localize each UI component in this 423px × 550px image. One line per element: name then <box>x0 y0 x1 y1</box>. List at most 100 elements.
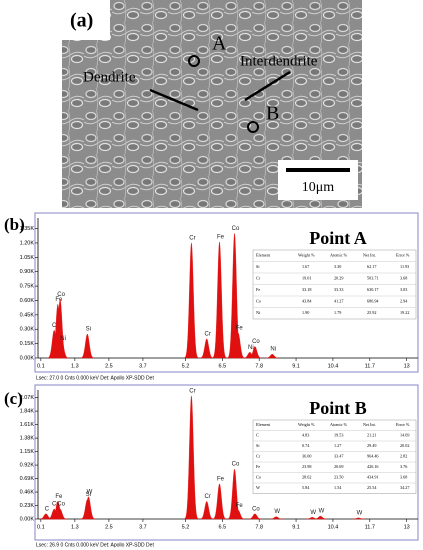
table-header: Element <box>256 422 271 427</box>
table-cell: Cr <box>256 454 261 459</box>
table-cell: 20.69 <box>334 464 343 469</box>
peak-label: Si <box>86 327 91 333</box>
peak <box>231 332 246 359</box>
table-cell: 34.27 <box>400 485 409 490</box>
x-tick-label: 10.4 <box>328 363 339 369</box>
table-cell: 19.01 <box>302 276 311 281</box>
table-cell: 686.94 <box>367 299 379 304</box>
table-cell: Co <box>256 299 261 304</box>
panel-label: (a) <box>70 10 93 32</box>
peak-label: Ni <box>60 336 66 342</box>
spectrum-panel: (c) 0.00K 0.23K 0.46K 0.69K 0.92K 1.15K 1.38K 1.… <box>4 384 419 548</box>
x-tick-label: 13 <box>404 524 410 530</box>
table-cell: W <box>256 485 260 490</box>
table-cell: 503.71 <box>367 276 379 281</box>
table-cell: 41.27 <box>334 299 343 304</box>
x-tick-label: 13 <box>404 363 410 369</box>
table-cell: Si <box>256 443 260 448</box>
table-cell: 33.18 <box>302 287 311 292</box>
table-cell: 3.76 <box>400 464 407 469</box>
peak-label: Ni <box>248 345 254 351</box>
peak <box>53 508 68 520</box>
y-tick-label: 1.38K <box>20 436 35 442</box>
y-tick-label: 1.61K <box>20 422 35 428</box>
marker <box>247 121 259 133</box>
peak-label: W <box>310 510 316 516</box>
peak-label: W <box>87 489 93 495</box>
y-tick-label: 2.07K <box>20 395 35 401</box>
peak-label: Co <box>232 462 240 468</box>
point-label: B <box>266 103 279 125</box>
table-cell: Co <box>256 475 261 480</box>
peak-label: Co <box>232 226 240 232</box>
x-tick-label: 7.8 <box>255 363 263 369</box>
peak-label: Fe <box>236 326 244 332</box>
peak <box>351 517 366 520</box>
y-tick-label: 0.75K <box>20 284 35 290</box>
peak-label: Fe <box>55 494 63 500</box>
table-cell: 19.53 <box>334 433 343 438</box>
plot-frame <box>34 212 419 373</box>
table-cell: C <box>256 433 259 438</box>
peak <box>231 510 246 520</box>
table-header: Weight % <box>298 253 315 258</box>
peak-label: Si <box>86 492 91 498</box>
peak-label: Co <box>252 506 260 512</box>
marker <box>188 55 200 67</box>
peak-label: Cr <box>52 502 58 508</box>
peak <box>55 343 70 359</box>
y-tick-label: 0.23K <box>20 503 35 509</box>
table-cell: 3.03 <box>400 287 407 292</box>
arrow <box>149 88 199 112</box>
plot-frame <box>34 384 419 541</box>
table-header: Error % <box>396 253 410 258</box>
spectrum-panel: (b) 0.00K 0.15K 0.30K 0.45K 0.60K 0.75K 0.90K 1.… <box>4 212 419 381</box>
peak-label: W <box>274 509 280 515</box>
y-tick-label: 0.69K <box>20 476 35 482</box>
table-cell: 33.33 <box>334 287 343 292</box>
table-cell: 1.54 <box>334 485 342 490</box>
table-cell: 1.67 <box>302 264 309 269</box>
peak-label: Cr <box>52 323 58 329</box>
table-cell: 25.92 <box>367 310 376 315</box>
table-cell: 5.84 <box>302 485 310 490</box>
y-tick-label: 0.90K <box>20 269 35 275</box>
table-cell: 630.17 <box>367 287 379 292</box>
x-tick-label: 2.5 <box>105 524 113 530</box>
table-cell: Si <box>256 264 260 269</box>
table-cell: 43.84 <box>302 299 312 304</box>
peak <box>81 496 96 520</box>
y-tick-label: 1.84K <box>20 409 35 415</box>
peak-label: Co <box>57 292 65 298</box>
table-cell: Fe <box>256 464 260 469</box>
peak-label: C <box>45 506 50 512</box>
peak <box>313 515 328 520</box>
table-cell: 25.54 <box>367 485 377 490</box>
footer: Lsec: 26.9 0 Cnts 0.000 keV Det: Apollo … <box>36 542 154 548</box>
peak-label: Cr <box>189 236 195 242</box>
table-cell: 14.69 <box>400 433 409 438</box>
chart-title: Point B <box>309 398 367 418</box>
label-box <box>62 0 110 40</box>
table-cell: 29.49 <box>367 443 376 448</box>
x-tick-label: 7.8 <box>255 524 263 530</box>
table-header: Net Int. <box>363 253 376 258</box>
table-cell: 20.02 <box>400 443 409 448</box>
x-tick-label: 6.5 <box>219 363 227 369</box>
peak-label: Fe <box>217 476 225 482</box>
peak-label: Cr <box>205 494 211 500</box>
peak-label: W <box>357 510 363 516</box>
table-cell: 19.22 <box>400 310 409 315</box>
table-cell: 23.98 <box>302 464 311 469</box>
table-cell: 11.93 <box>400 264 409 269</box>
y-tick-label: 0.45K <box>20 312 35 318</box>
table-header: Net Int. <box>363 422 376 427</box>
y-tick-label: 0.15K <box>20 341 35 347</box>
x-tick-label: 0.1 <box>37 363 45 369</box>
y-tick-label: 0.30K <box>20 327 35 333</box>
peak <box>199 338 214 359</box>
y-tick-label: 1.35K <box>20 226 35 232</box>
peak-label: Co <box>252 339 260 345</box>
table-header: Error % <box>396 422 410 427</box>
